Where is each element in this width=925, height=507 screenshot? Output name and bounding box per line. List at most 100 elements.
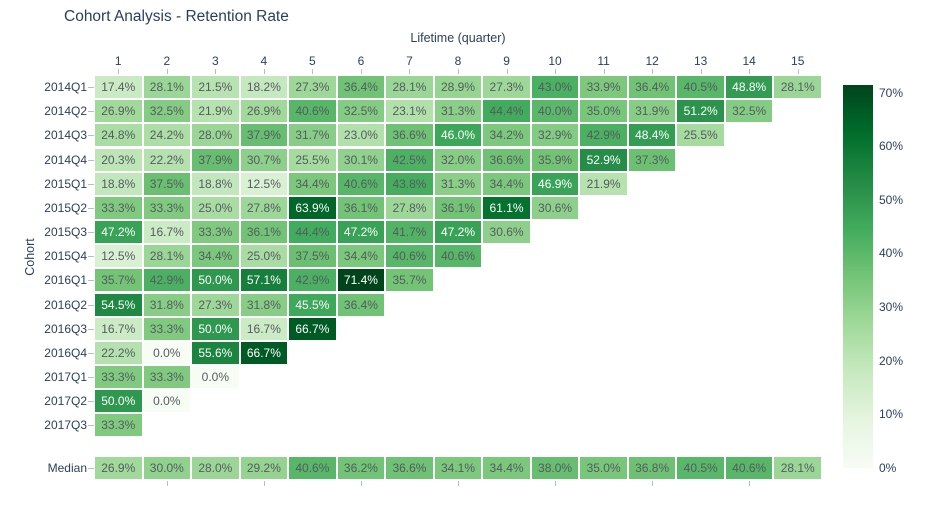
heatmap-cell[interactable]: 52.9%: [580, 148, 627, 171]
heatmap-cell[interactable]: 37.9%: [192, 148, 239, 171]
heatmap-cell[interactable]: 38.0%: [531, 456, 579, 479]
heatmap-cell[interactable]: 42.9%: [289, 269, 336, 292]
heatmap-cell[interactable]: 40.6%: [289, 456, 336, 479]
heatmap-cell[interactable]: 35.0%: [580, 100, 627, 123]
heatmap-cell[interactable]: 61.1%: [483, 196, 530, 219]
heatmap-cell[interactable]: 33.9%: [580, 76, 627, 99]
heatmap-cell[interactable]: 25.5%: [289, 148, 336, 171]
heatmap-cell[interactable]: 27.8%: [386, 196, 433, 219]
heatmap-cell[interactable]: 50.0%: [192, 269, 239, 292]
heatmap-cell[interactable]: 40.0%: [531, 100, 579, 123]
heatmap-cell[interactable]: 28.1%: [774, 76, 821, 99]
heatmap-cell[interactable]: 24.8%: [95, 124, 142, 147]
heatmap-cell[interactable]: 30.7%: [240, 148, 288, 171]
heatmap-cell[interactable]: 37.3%: [628, 148, 676, 171]
heatmap-cell[interactable]: 27.3%: [192, 293, 239, 316]
heatmap-cell[interactable]: 34.4%: [289, 172, 336, 195]
heatmap-cell[interactable]: 40.6%: [725, 456, 773, 479]
heatmap-cell[interactable]: 42.9%: [143, 269, 191, 292]
heatmap-cell[interactable]: 26.9%: [95, 456, 142, 479]
heatmap-cell[interactable]: 25.0%: [240, 245, 288, 268]
heatmap-cell[interactable]: 37.9%: [240, 124, 288, 147]
heatmap-cell[interactable]: 37.5%: [289, 245, 336, 268]
heatmap-cell[interactable]: 36.1%: [434, 196, 482, 219]
heatmap-cell[interactable]: 23.1%: [386, 100, 433, 123]
heatmap-cell[interactable]: 40.5%: [677, 76, 724, 99]
heatmap-cell[interactable]: 42.5%: [386, 148, 433, 171]
heatmap-cell[interactable]: 36.4%: [628, 76, 676, 99]
heatmap-cell[interactable]: 50.0%: [95, 390, 142, 413]
heatmap-cell[interactable]: 40.6%: [434, 245, 482, 268]
heatmap-cell[interactable]: 0.0%: [143, 390, 191, 413]
heatmap-cell[interactable]: 33.3%: [192, 221, 239, 244]
heatmap-cell[interactable]: 36.4%: [337, 76, 385, 99]
heatmap-cell[interactable]: 35.7%: [386, 269, 433, 292]
heatmap-cell[interactable]: 26.9%: [240, 100, 288, 123]
heatmap-cell[interactable]: 31.3%: [434, 172, 482, 195]
heatmap-cell[interactable]: 47.2%: [434, 221, 482, 244]
heatmap-cell[interactable]: 28.0%: [192, 456, 239, 479]
heatmap-cell[interactable]: 32.5%: [143, 100, 191, 123]
heatmap-cell[interactable]: 28.1%: [386, 76, 433, 99]
heatmap-cell[interactable]: 16.7%: [95, 317, 142, 340]
heatmap-cell[interactable]: 25.5%: [677, 124, 724, 147]
heatmap-cell[interactable]: 36.6%: [386, 124, 433, 147]
heatmap-cell[interactable]: 63.9%: [289, 196, 336, 219]
heatmap-cell[interactable]: 28.0%: [192, 124, 239, 147]
heatmap-cell[interactable]: 0.0%: [192, 366, 239, 389]
heatmap-cell[interactable]: 30.0%: [143, 456, 191, 479]
heatmap-cell[interactable]: 34.1%: [434, 456, 482, 479]
heatmap-cell[interactable]: 20.3%: [95, 148, 142, 171]
heatmap-cell[interactable]: 40.5%: [677, 456, 724, 479]
heatmap-cell[interactable]: 43.0%: [531, 76, 579, 99]
heatmap-cell[interactable]: 34.4%: [337, 245, 385, 268]
heatmap-cell[interactable]: 21.9%: [580, 172, 627, 195]
heatmap-cell[interactable]: 32.9%: [531, 124, 579, 147]
heatmap-cell[interactable]: 22.2%: [95, 341, 142, 364]
heatmap-cell[interactable]: 16.7%: [143, 221, 191, 244]
heatmap-cell[interactable]: 30.6%: [483, 221, 530, 244]
heatmap-cell[interactable]: 25.0%: [192, 196, 239, 219]
heatmap-cell[interactable]: 66.7%: [240, 341, 288, 364]
heatmap-cell[interactable]: 35.0%: [580, 456, 627, 479]
heatmap-cell[interactable]: 33.3%: [143, 196, 191, 219]
heatmap-cell[interactable]: 28.1%: [143, 245, 191, 268]
heatmap-cell[interactable]: 34.4%: [483, 172, 530, 195]
heatmap-cell[interactable]: 28.1%: [774, 456, 821, 479]
heatmap-cell[interactable]: 31.9%: [628, 100, 676, 123]
heatmap-cell[interactable]: 27.8%: [240, 196, 288, 219]
heatmap-cell[interactable]: 34.2%: [483, 124, 530, 147]
heatmap-cell[interactable]: 33.3%: [143, 366, 191, 389]
heatmap-cell[interactable]: 33.3%: [95, 366, 142, 389]
heatmap-cell[interactable]: 51.2%: [677, 100, 724, 123]
heatmap-cell[interactable]: 54.5%: [95, 293, 142, 316]
heatmap-cell[interactable]: 16.7%: [240, 317, 288, 340]
heatmap-cell[interactable]: 57.1%: [240, 269, 288, 292]
heatmap-cell[interactable]: 46.0%: [434, 124, 482, 147]
heatmap-cell[interactable]: 44.4%: [289, 221, 336, 244]
heatmap-cell[interactable]: 46.9%: [531, 172, 579, 195]
heatmap-cell[interactable]: 35.9%: [531, 148, 579, 171]
heatmap-cell[interactable]: 27.3%: [289, 76, 336, 99]
heatmap-cell[interactable]: 41.7%: [386, 221, 433, 244]
heatmap-cell[interactable]: 31.8%: [240, 293, 288, 316]
heatmap-cell[interactable]: 21.9%: [192, 100, 239, 123]
heatmap-cell[interactable]: 40.6%: [337, 172, 385, 195]
heatmap-cell[interactable]: 36.8%: [628, 456, 676, 479]
heatmap-cell[interactable]: 27.3%: [483, 76, 530, 99]
heatmap-cell[interactable]: 12.5%: [240, 172, 288, 195]
heatmap-cell[interactable]: 31.8%: [143, 293, 191, 316]
heatmap-cell[interactable]: 35.7%: [95, 269, 142, 292]
heatmap-cell[interactable]: 48.4%: [628, 124, 676, 147]
heatmap-cell[interactable]: 12.5%: [95, 245, 142, 268]
heatmap-cell[interactable]: 36.1%: [337, 196, 385, 219]
heatmap-cell[interactable]: 34.4%: [483, 456, 530, 479]
heatmap-cell[interactable]: 22.2%: [143, 148, 191, 171]
heatmap-cell[interactable]: 36.2%: [337, 456, 385, 479]
heatmap-cell[interactable]: 18.2%: [240, 76, 288, 99]
heatmap-cell[interactable]: 23.0%: [337, 124, 385, 147]
heatmap-cell[interactable]: 21.5%: [192, 76, 239, 99]
heatmap-cell[interactable]: 47.2%: [95, 221, 142, 244]
heatmap-cell[interactable]: 0.0%: [143, 341, 191, 364]
heatmap-cell[interactable]: 45.5%: [289, 293, 336, 316]
